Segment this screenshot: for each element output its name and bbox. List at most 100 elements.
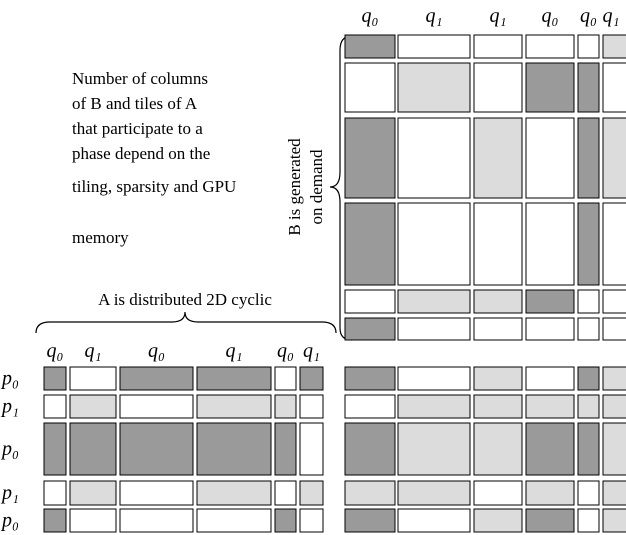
- b-tile: [473, 34, 523, 59]
- b-tile: [525, 202, 575, 286]
- a-column-label: q₁: [226, 340, 243, 362]
- a-brace: [35, 311, 337, 334]
- note-line: of B and tiles of A: [72, 94, 198, 113]
- a-tile: [43, 394, 67, 419]
- note-line: Number of columns: [72, 69, 208, 88]
- b-brace: [329, 35, 353, 341]
- c-tile: [397, 508, 471, 533]
- c-tile: [602, 508, 626, 533]
- b-tile: [602, 117, 626, 199]
- b-tile: [473, 289, 523, 314]
- note-line: memory: [72, 228, 129, 247]
- top-label: q₀: [542, 5, 559, 27]
- b-tile: [525, 317, 575, 341]
- c-tile: [473, 394, 523, 419]
- b-tile: [525, 62, 575, 113]
- b-tile: [473, 317, 523, 341]
- c-tile: [473, 508, 523, 533]
- a-tile: [299, 508, 324, 533]
- b-tile: [344, 202, 396, 286]
- note: Number of columns of B and tiles of A th…: [72, 69, 236, 196]
- a-tile: [299, 480, 324, 506]
- top-label: q₁: [426, 5, 443, 27]
- b-tile: [473, 62, 523, 113]
- a-tile: [43, 422, 67, 476]
- b-tile: [602, 202, 626, 286]
- a-column-label: q₀: [47, 340, 64, 362]
- c-tile: [525, 480, 575, 506]
- c-tile: [344, 394, 396, 419]
- b-tile: [525, 117, 575, 199]
- c-tile: [602, 394, 626, 419]
- a-tile: [43, 480, 67, 506]
- c-tile: [397, 480, 471, 506]
- b-tile: [577, 202, 600, 286]
- top-label: q₁: [490, 5, 507, 27]
- c-tile: [577, 422, 600, 476]
- a-column-label: q₁: [85, 340, 102, 362]
- row-label: p₀: [0, 438, 19, 460]
- c-tile: [602, 480, 626, 506]
- b-tile: [525, 34, 575, 59]
- b-tile: [344, 34, 396, 59]
- a-tile: [299, 394, 324, 419]
- b-tile: [344, 117, 396, 199]
- top-label: q₁: [603, 5, 620, 27]
- b-tile: [577, 62, 600, 113]
- a-tile: [274, 394, 297, 419]
- b-tile: [577, 317, 600, 341]
- c-tile: [397, 394, 471, 419]
- row-label: p₁: [0, 396, 19, 418]
- a-tile: [274, 422, 297, 476]
- c-tile: [577, 480, 600, 506]
- a-tile: [43, 508, 67, 533]
- a-tile: [274, 480, 297, 506]
- b-tile: [397, 62, 471, 113]
- b-tile: [602, 289, 626, 314]
- a-tile: [69, 480, 117, 506]
- b-tile: [473, 117, 523, 199]
- a-column-label: q₀: [148, 340, 165, 362]
- top-label: q₀: [362, 5, 379, 27]
- b-tile: [577, 117, 600, 199]
- c-tile: [525, 422, 575, 476]
- b-tile: [473, 202, 523, 286]
- row-label: p₀: [0, 510, 19, 532]
- a-tile: [43, 366, 67, 391]
- a-column-label: q₁: [303, 340, 320, 362]
- b-tile: [397, 117, 471, 199]
- c-tile: [344, 422, 396, 476]
- a-tile: [69, 508, 117, 533]
- b-tile: [602, 317, 626, 341]
- b-tile: [602, 34, 626, 59]
- b-tile: [577, 34, 600, 59]
- c-tile: [473, 480, 523, 506]
- b-tile: [344, 62, 396, 113]
- a-tile: [299, 366, 324, 391]
- b-tile: [397, 317, 471, 341]
- a-column-label: q₀: [277, 340, 294, 362]
- b-label: on demand: [307, 149, 326, 225]
- note-line: tiling, sparsity and GPU: [72, 177, 236, 196]
- a-tile: [119, 422, 194, 476]
- row-label: p₁: [0, 482, 19, 504]
- a-tile: [274, 508, 297, 533]
- note-line: phase depend on the: [72, 144, 210, 163]
- c-tile: [344, 366, 396, 391]
- a-tile: [69, 394, 117, 419]
- c-tile: [397, 422, 471, 476]
- b-tile: [525, 289, 575, 314]
- a-tile: [119, 508, 194, 533]
- a-tile: [119, 394, 194, 419]
- c-tile: [577, 394, 600, 419]
- b-tile: [344, 317, 396, 341]
- c-tile: [344, 508, 396, 533]
- a-tile: [196, 422, 272, 476]
- a-tile: [196, 394, 272, 419]
- c-tile: [344, 480, 396, 506]
- c-tile: [525, 508, 575, 533]
- b-tile: [602, 62, 626, 113]
- b-tile: [397, 289, 471, 314]
- c-tile: [602, 422, 626, 476]
